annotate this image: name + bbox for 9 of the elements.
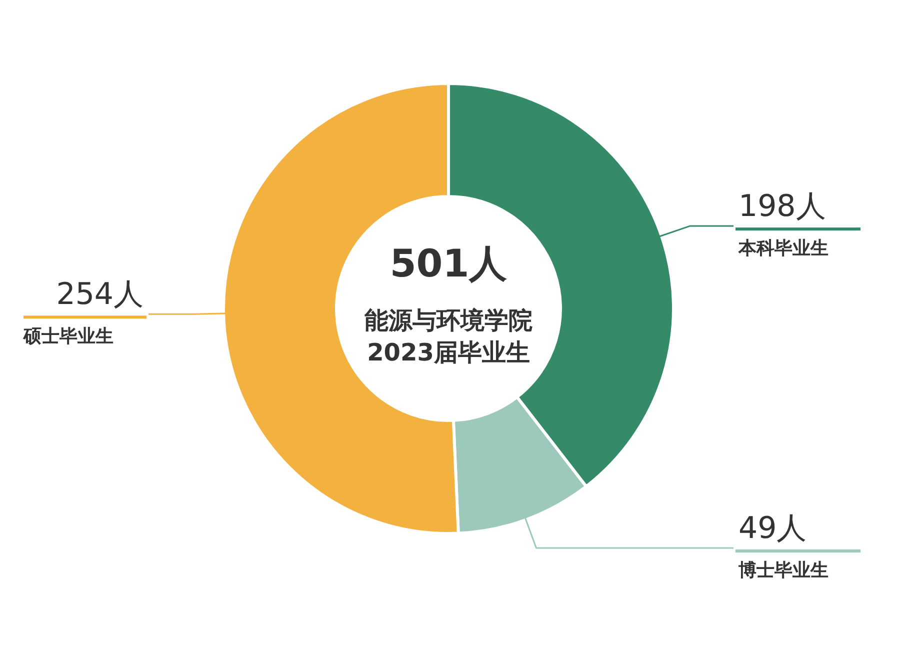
slice-label: 硕士毕业生 bbox=[22, 326, 114, 348]
slice-label: 博士毕业生 bbox=[738, 560, 828, 581]
data-label: 254人 bbox=[56, 277, 144, 312]
data-label: 49人 bbox=[738, 510, 807, 546]
text: 2023届毕业生 bbox=[367, 338, 530, 366]
data-label: 198人 bbox=[738, 189, 826, 224]
text: 能源与环境学院 bbox=[364, 306, 532, 334]
text: 501人 bbox=[390, 242, 508, 286]
slice-label: 本科毕业生 bbox=[738, 238, 828, 260]
